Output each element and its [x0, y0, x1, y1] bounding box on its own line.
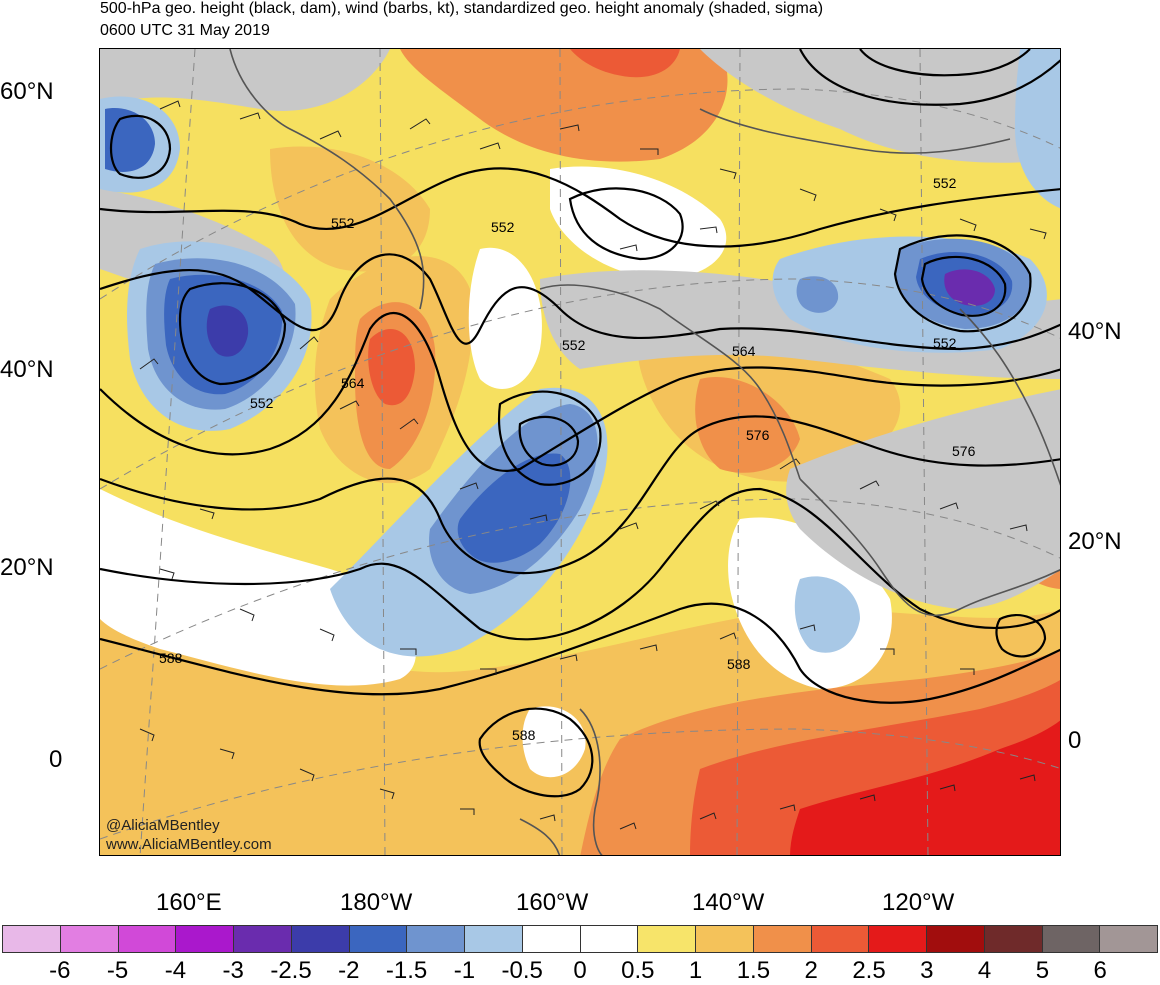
- contour-label: 564: [341, 375, 365, 391]
- lon-label-160e: 160°E: [156, 889, 222, 916]
- colorbar-box: [580, 926, 639, 952]
- map-panel: 552 552 552 552 552 552 564 564 576 576 …: [99, 48, 1061, 856]
- anomaly-deepred-south: [790, 720, 1060, 855]
- colorbar-box: [1100, 926, 1157, 952]
- colorbar-label: -0.5: [501, 957, 543, 984]
- anomaly-red-north: [570, 49, 680, 78]
- anomaly-darkblue-arctic: [944, 269, 995, 306]
- map-title: 500-hPa geo. height (black, dam), wind (…: [100, 0, 824, 17]
- colorbar-box: [638, 926, 696, 952]
- anomaly-red-bering: [368, 329, 415, 406]
- contour-label: 552: [562, 337, 586, 353]
- lat-label-40n: 40°N: [0, 356, 54, 383]
- colorbar-box: [407, 926, 465, 952]
- anomaly-grey-conus: [786, 389, 1060, 609]
- contour-label: 552: [933, 335, 957, 351]
- colorbar-label: 1: [688, 957, 703, 984]
- map-canvas: [100, 49, 1060, 855]
- lat-label-60n: 60°N: [0, 78, 54, 105]
- contour-label: 576: [952, 443, 976, 459]
- colorbar-label: 4: [977, 957, 992, 984]
- anomaly-lightblue-small-arctic: [796, 276, 839, 313]
- colorbar-box: [522, 926, 581, 952]
- colorbar-box: [60, 926, 119, 952]
- anomaly-white-central: [468, 247, 542, 389]
- lon-label-140w: 140°W: [692, 889, 765, 916]
- lat-label-0: 0: [49, 746, 63, 773]
- contour-label: 588: [727, 656, 751, 672]
- contour-label: 576: [746, 427, 770, 443]
- colorbar: [2, 925, 1158, 953]
- colorbar-box: [753, 926, 812, 952]
- contour-label: 552: [491, 219, 515, 235]
- colorbar-box: [927, 926, 985, 952]
- contour-label: 588: [512, 727, 536, 743]
- lat-label-right-40n: 40°N: [1068, 318, 1122, 345]
- coastlines: [229, 49, 1060, 855]
- lon-label-180w: 180°W: [340, 889, 413, 916]
- colorbar-box: [811, 926, 870, 952]
- colorbar-box: [291, 926, 350, 952]
- colorbar-label: -3: [222, 957, 244, 984]
- credit-url: www.AliciaMBentley.com: [106, 836, 272, 853]
- colorbar-box: [234, 926, 292, 952]
- colorbar-box: [465, 926, 523, 952]
- anomaly-lightblue-ne: [1015, 49, 1060, 209]
- colorbar-label: 2.5: [852, 957, 886, 984]
- anomaly-white-equator: [522, 706, 586, 778]
- anomaly-white-subtropics: [100, 489, 416, 686]
- colorbar-box: [984, 926, 1043, 952]
- anomaly-white-north: [550, 166, 727, 279]
- contour-label: 552: [250, 395, 274, 411]
- map-valid-time: 0600 UTC 31 May 2019: [100, 22, 270, 39]
- lon-label-160w: 160°W: [516, 889, 589, 916]
- colorbar-box: [349, 926, 408, 952]
- wind-barbs: [139, 100, 1047, 830]
- colorbar-box: [3, 926, 61, 952]
- colorbar-label: 6: [1093, 957, 1107, 984]
- colorbar-box: [696, 926, 754, 952]
- anomaly-grey-arctic: [700, 49, 1060, 163]
- colorbar-box: [1042, 926, 1101, 952]
- colorbar-label: 3: [920, 957, 934, 984]
- colorbar-label: -4: [164, 957, 187, 984]
- anomaly-orange-nw: [270, 146, 430, 272]
- lat-label-right-20n: 20°N: [1068, 528, 1122, 555]
- contour-label: 552: [331, 215, 355, 231]
- contour-label: 564: [732, 343, 756, 359]
- anomaly-orange-bc: [695, 377, 800, 473]
- colorbar-label: -6: [49, 957, 71, 984]
- colorbar-label: -2: [338, 957, 360, 984]
- colorbar-box: [118, 926, 177, 952]
- anomaly-lightblue-baja: [794, 576, 860, 653]
- colorbar-label: 5: [1035, 957, 1050, 984]
- colorbar-label: -5: [106, 957, 129, 984]
- colorbar-label: 0.5: [621, 957, 655, 984]
- graticule: [100, 49, 1060, 855]
- anomaly-orange-north: [400, 49, 728, 162]
- lat-label-20n: 20°N: [0, 554, 54, 581]
- anomaly-darkblue-siberia: [206, 305, 249, 357]
- colorbar-label: -1.5: [385, 957, 428, 984]
- colorbar-label: 2: [804, 957, 818, 984]
- colorbar-box: [176, 926, 234, 952]
- colorbar-label: -1: [453, 957, 476, 984]
- height-contours: [100, 49, 1060, 798]
- colorbar-label: 0: [573, 957, 587, 984]
- colorbar-label: 1.5: [736, 957, 771, 984]
- colorbar-box: [869, 926, 927, 952]
- credit-handle: @AliciaMBentley: [106, 817, 220, 834]
- anomaly-blue-centralpac: [457, 453, 571, 563]
- contour-label: 552: [933, 175, 957, 191]
- lon-label-120w: 120°W: [882, 889, 955, 916]
- colorbar-label: -2.5: [270, 957, 312, 984]
- lat-label-right-0: 0: [1068, 727, 1082, 754]
- contour-label: 588: [159, 650, 183, 666]
- anomaly-grey-nw: [100, 49, 390, 111]
